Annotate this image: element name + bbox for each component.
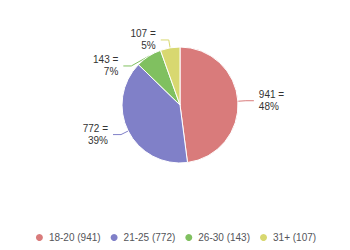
svg-text:941 =: 941 =: [259, 89, 284, 100]
svg-text:7%: 7%: [104, 66, 119, 77]
svg-text:26-30 (143): 26-30 (143): [198, 232, 250, 243]
svg-text:143 =: 143 =: [93, 54, 118, 65]
svg-text:107 =: 107 =: [130, 28, 155, 39]
svg-text:39%: 39%: [88, 135, 108, 146]
svg-text:31+ (107): 31+ (107): [273, 232, 316, 243]
svg-text:21-25 (772): 21-25 (772): [124, 232, 176, 243]
svg-text:48%: 48%: [259, 101, 279, 112]
svg-text:5%: 5%: [141, 40, 156, 51]
svg-text:772 =: 772 =: [83, 123, 108, 134]
svg-text:18-20 (941): 18-20 (941): [49, 232, 101, 243]
